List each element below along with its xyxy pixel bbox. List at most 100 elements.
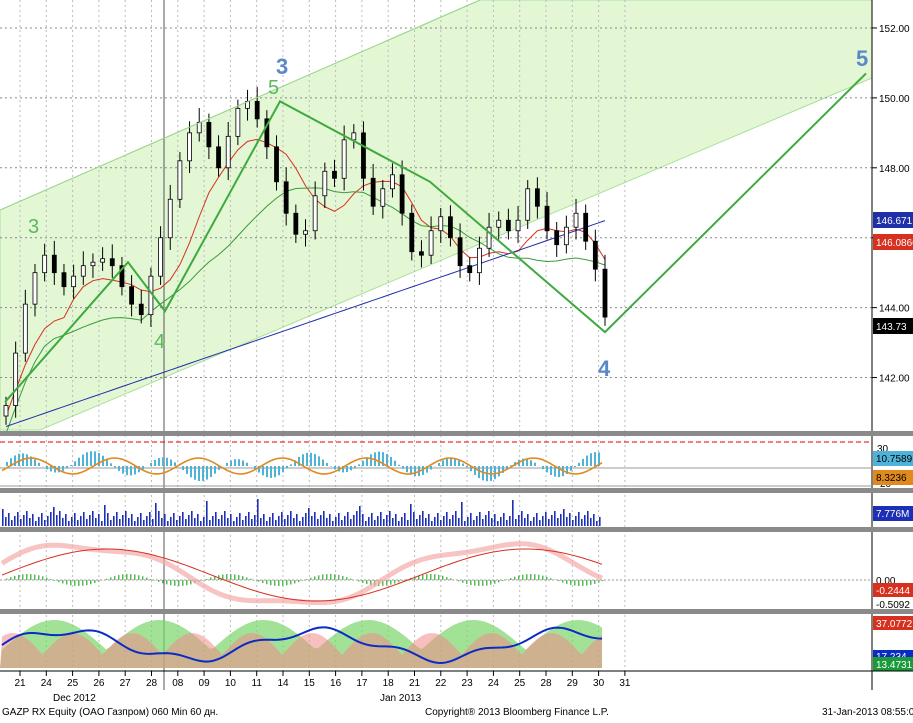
osc-bar bbox=[14, 455, 16, 466]
osc-bar bbox=[206, 466, 208, 480]
osc-bar bbox=[474, 466, 476, 475]
volume-bar bbox=[347, 512, 349, 526]
volume-bar bbox=[461, 502, 463, 526]
volume-bar bbox=[38, 517, 40, 526]
osc-bar bbox=[50, 466, 52, 472]
volume-bar bbox=[389, 511, 391, 526]
vertical-gridlines bbox=[19, 0, 626, 671]
osc-bar bbox=[358, 464, 360, 466]
candle-body bbox=[428, 230, 434, 256]
macd-histogram-bar bbox=[22, 574, 24, 580]
volume-bar bbox=[116, 512, 118, 526]
wave-label-5-right: 5 bbox=[856, 46, 868, 71]
osc-bar bbox=[574, 466, 576, 467]
osc-tick-30: 30 bbox=[877, 444, 889, 455]
volume-bar bbox=[335, 517, 337, 526]
volume-bar bbox=[44, 520, 46, 526]
volume-bar bbox=[494, 514, 496, 526]
macd-histogram-bar bbox=[238, 575, 240, 580]
macd-histogram-bar bbox=[18, 574, 20, 580]
volume-bar bbox=[95, 518, 97, 526]
volume-bar bbox=[74, 513, 76, 526]
candle-body bbox=[312, 195, 318, 232]
osc-bar bbox=[386, 453, 388, 466]
volume-bar bbox=[563, 509, 565, 526]
volume-bar bbox=[509, 516, 511, 526]
volume-bar bbox=[176, 520, 178, 526]
macd-histogram-bar bbox=[186, 580, 188, 586]
macd-histogram-bar bbox=[318, 575, 320, 580]
osc-bar bbox=[450, 457, 452, 466]
candle-body bbox=[80, 265, 86, 277]
candle-body bbox=[544, 205, 550, 232]
volume-bar bbox=[584, 515, 586, 526]
macd-histogram-bar bbox=[534, 574, 536, 580]
volume-bar bbox=[458, 518, 460, 526]
candle-body bbox=[515, 219, 521, 232]
svg-text:143.73: 143.73 bbox=[876, 322, 907, 333]
candle-body bbox=[457, 237, 463, 267]
volume-bar bbox=[80, 516, 82, 526]
macd-histogram-bar bbox=[178, 580, 180, 586]
macd-histogram-bar bbox=[302, 580, 304, 581]
macd-histogram-bar bbox=[462, 580, 464, 583]
volume-bar bbox=[11, 520, 13, 526]
candle-body bbox=[13, 352, 19, 406]
volume-bar bbox=[62, 518, 64, 526]
x-tick-label: 15 bbox=[304, 678, 316, 689]
macd-histogram-bar bbox=[34, 574, 36, 580]
macd-histogram-bar bbox=[114, 576, 116, 580]
volume-bar bbox=[323, 511, 325, 526]
x-tick-label: 09 bbox=[199, 678, 211, 689]
volume-bar bbox=[26, 511, 28, 526]
macd-histogram-bar bbox=[106, 578, 108, 580]
volume-bar bbox=[263, 514, 265, 526]
x-tick-label: 28 bbox=[540, 678, 552, 689]
volume-bar bbox=[422, 511, 424, 526]
candle-body bbox=[177, 160, 183, 200]
osc-bar bbox=[578, 462, 580, 466]
volume-bar bbox=[131, 514, 133, 526]
volume-bar bbox=[341, 520, 343, 526]
osc-bar bbox=[362, 460, 364, 466]
volume-bar bbox=[575, 516, 577, 526]
candle-body bbox=[448, 216, 453, 239]
volume-bar bbox=[401, 517, 403, 526]
candle-body bbox=[264, 118, 270, 148]
osc-bar bbox=[98, 453, 100, 466]
volume-bar bbox=[359, 506, 361, 526]
x-tick-label: 22 bbox=[435, 678, 447, 689]
x-tick-label: 21 bbox=[409, 678, 421, 689]
osc-bar bbox=[38, 462, 40, 466]
osc-bar bbox=[218, 466, 220, 470]
macd-histogram-bar bbox=[394, 580, 396, 584]
macd-histogram-bar bbox=[62, 580, 64, 584]
wave-upper-line bbox=[0, 0, 481, 211]
osc-bar bbox=[166, 457, 168, 466]
osc-bar bbox=[274, 466, 276, 478]
right-axis-bg bbox=[872, 0, 913, 690]
candle-body bbox=[438, 216, 444, 232]
candle-body bbox=[477, 247, 482, 274]
osc-bar bbox=[238, 459, 240, 466]
osc-bar bbox=[498, 466, 500, 477]
volume-bar bbox=[188, 515, 190, 526]
volume-bar bbox=[101, 521, 103, 526]
month-label-dec: Dec 2012 bbox=[53, 693, 96, 704]
macd-histogram-bar bbox=[442, 575, 444, 580]
volume-bar bbox=[284, 519, 286, 526]
macd-histogram-bar bbox=[170, 580, 172, 586]
x-tick-label: 14 bbox=[277, 678, 289, 689]
volume-bar bbox=[407, 520, 409, 526]
wave-label-4-right: 4 bbox=[598, 356, 611, 381]
y-tick-label: 148.00 bbox=[879, 164, 910, 175]
osc-bar bbox=[202, 466, 204, 481]
macd-histogram-bar bbox=[418, 575, 420, 580]
osc-bar bbox=[302, 454, 304, 466]
volume-bar bbox=[533, 517, 535, 526]
y-tick-label: 144.00 bbox=[879, 304, 910, 315]
volume-bar bbox=[590, 518, 592, 526]
volume-bar bbox=[404, 513, 406, 526]
volume-bar bbox=[332, 521, 334, 526]
macd-histogram-bar bbox=[370, 580, 372, 586]
